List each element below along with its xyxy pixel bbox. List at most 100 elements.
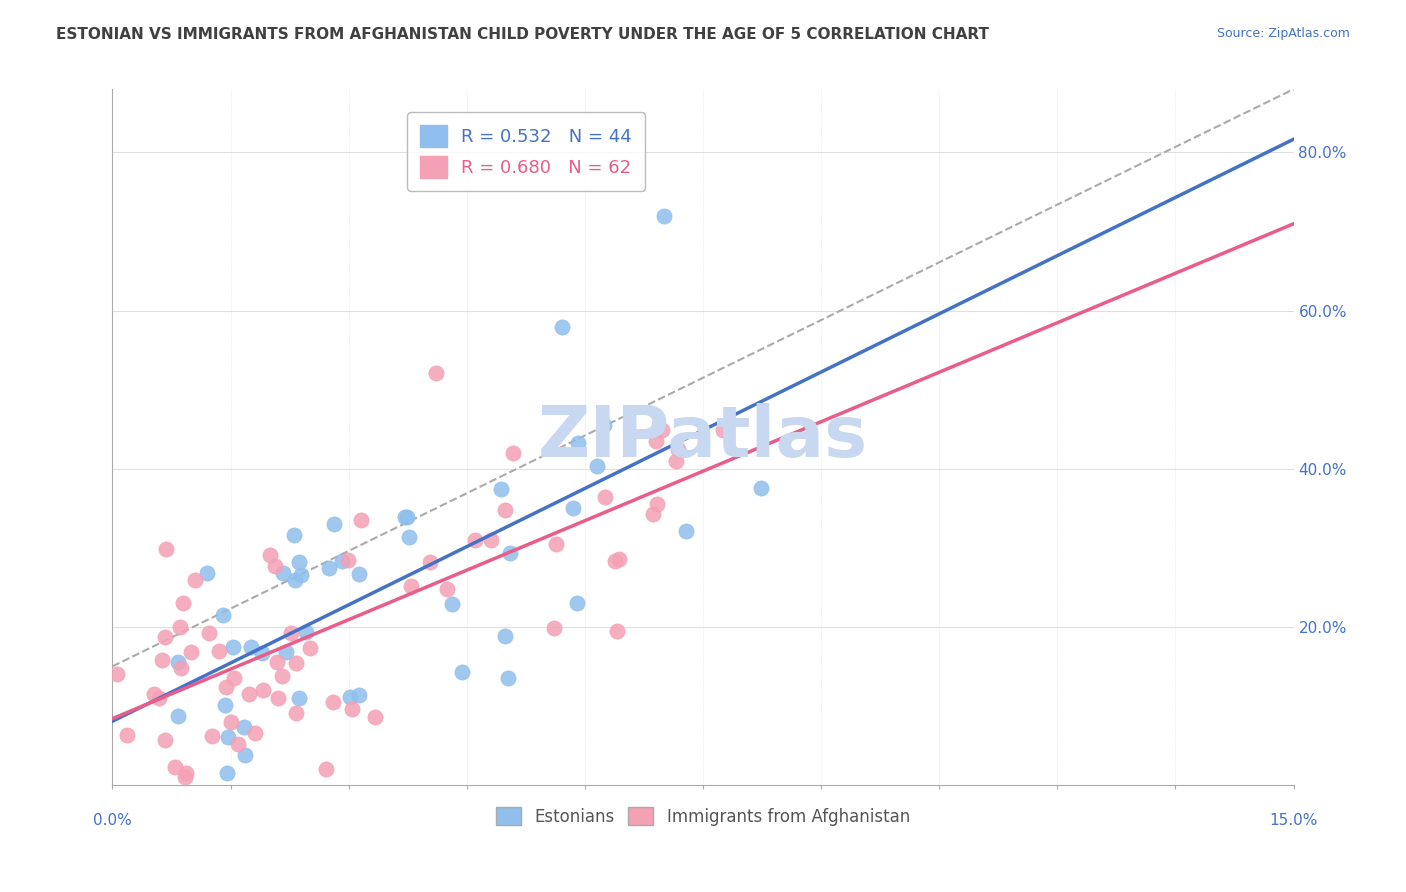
Point [150, 653, 173, 667]
Point [214, 680, 236, 694]
Point [323, 516, 346, 531]
Point [711, 423, 734, 437]
Point [155, 630, 177, 644]
Point [195, 566, 218, 580]
Point [285, 656, 308, 670]
Point [606, 624, 628, 638]
Point [340, 702, 363, 716]
Point [318, 561, 340, 575]
Point [394, 509, 416, 524]
Point [284, 574, 307, 588]
Point [214, 698, 236, 712]
Point [169, 620, 191, 634]
Point [544, 537, 567, 551]
Point [143, 687, 166, 701]
Point [169, 661, 191, 675]
Point [398, 530, 420, 544]
Point [239, 640, 262, 655]
Point [115, 728, 138, 742]
Point [280, 625, 302, 640]
Point [172, 596, 194, 610]
Point [607, 551, 630, 566]
Point [644, 434, 666, 448]
Point [491, 482, 513, 496]
Point [215, 766, 238, 780]
Point [543, 621, 565, 635]
Point [221, 640, 243, 654]
Point [441, 597, 464, 611]
Point [593, 490, 616, 504]
Point [228, 737, 250, 751]
Point [651, 423, 673, 437]
Point [675, 524, 697, 538]
Point [298, 640, 321, 655]
Point [167, 709, 190, 723]
Point [479, 533, 502, 547]
Point [395, 509, 418, 524]
Point [266, 656, 288, 670]
Point [347, 688, 370, 702]
Point [148, 691, 170, 706]
Point [322, 695, 344, 709]
Text: 0.0%: 0.0% [93, 813, 132, 828]
Point [339, 690, 361, 704]
Point [295, 625, 318, 640]
Point [350, 512, 373, 526]
Point [336, 553, 359, 567]
Point [155, 541, 177, 556]
Text: ESTONIAN VS IMMIGRANTS FROM AFGHANISTAN CHILD POVERTY UNDER THE AGE OF 5 CORRELA: ESTONIAN VS IMMIGRANTS FROM AFGHANISTAN … [56, 27, 990, 42]
Point [285, 706, 308, 720]
Point [153, 732, 176, 747]
Point [585, 459, 607, 474]
Point [238, 687, 260, 701]
Point [592, 418, 614, 433]
Point [502, 446, 524, 460]
Point [163, 760, 186, 774]
Point [567, 436, 589, 450]
Point [288, 555, 311, 569]
Point [212, 607, 235, 622]
Point [288, 691, 311, 706]
Point [267, 690, 290, 705]
Point [419, 555, 441, 569]
Point [208, 644, 231, 658]
Point [551, 319, 574, 334]
Point [252, 647, 274, 661]
Point [219, 715, 242, 730]
Point [283, 528, 305, 542]
Point [364, 709, 387, 723]
Point [274, 645, 297, 659]
Point [603, 554, 626, 568]
Point [105, 666, 128, 681]
Point [201, 729, 224, 743]
Point [222, 671, 245, 685]
Point [198, 626, 221, 640]
Point [330, 553, 353, 567]
Point [749, 481, 772, 495]
Text: 15.0%: 15.0% [1270, 813, 1317, 828]
Point [495, 629, 517, 643]
Point [451, 665, 474, 679]
Point [399, 579, 422, 593]
Point [259, 549, 281, 563]
Text: ZIPatlas: ZIPatlas [538, 402, 868, 472]
Point [565, 596, 588, 610]
Point [217, 730, 239, 744]
Point [264, 559, 287, 574]
Point [233, 747, 256, 762]
Point [232, 720, 254, 734]
Point [174, 766, 197, 780]
Point [665, 454, 688, 468]
Point [243, 726, 266, 740]
Point [436, 582, 458, 596]
Point [652, 209, 675, 223]
Point [173, 770, 195, 784]
Point [315, 763, 337, 777]
Point [494, 503, 516, 517]
Point [273, 566, 295, 580]
Point [496, 671, 519, 685]
Point [184, 573, 207, 587]
Point [290, 568, 312, 582]
Point [180, 645, 202, 659]
Point [562, 501, 585, 516]
